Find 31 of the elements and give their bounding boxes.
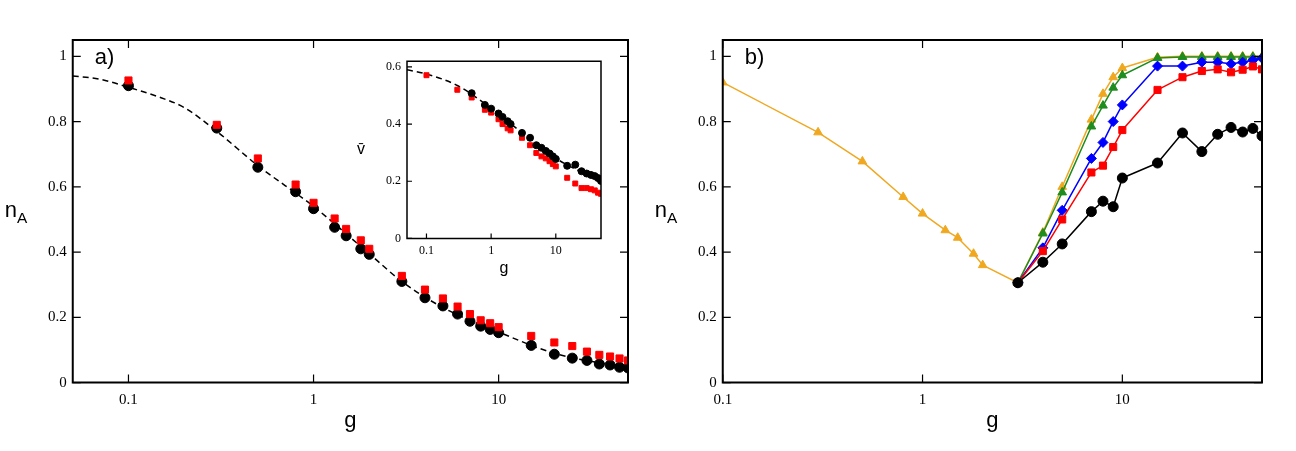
x-tick-label: 0.1 [119, 390, 138, 407]
y-tick-label: 0.4 [48, 243, 68, 260]
y-tick-label: 0.6 [48, 177, 68, 194]
x-tick-label: 10 [1114, 390, 1130, 407]
x-axis-title: g [499, 258, 509, 276]
y-tick-label: 0.2 [386, 173, 401, 188]
x-tick-label: 0.1 [418, 242, 434, 257]
annotation: a) [94, 44, 115, 70]
x-axis-title: g [344, 406, 357, 432]
y-tick-label: 0.8 [698, 112, 717, 129]
x-tick-label: 1 [918, 390, 927, 407]
y-tick-label: 0.8 [48, 112, 67, 129]
x-tick-label: 1 [309, 390, 318, 407]
x-tick-label: 0.1 [713, 390, 733, 407]
y-tick-label: 1 [709, 47, 717, 64]
y-tick-label: 0.4 [698, 243, 718, 260]
y-tick-label: 1 [59, 47, 67, 64]
x-axis-title: g [986, 406, 999, 432]
y-tick-label: 0.2 [698, 308, 717, 325]
y-tick-label: 0.6 [386, 59, 401, 74]
annotation: b) [744, 44, 765, 70]
y-tick-label: 0 [395, 230, 401, 245]
y-tick-label: 0 [709, 373, 717, 390]
y-axis-title: v̄ [357, 140, 365, 158]
y-tick-label: 0 [59, 373, 67, 390]
x-tick-label: 10 [549, 242, 562, 257]
y-tick-label: 0.2 [48, 308, 67, 325]
x-tick-label: 1 [488, 242, 495, 257]
y-tick-label: 0.6 [698, 177, 718, 194]
y-tick-label: 0.4 [386, 116, 401, 131]
x-tick-label: 10 [491, 390, 507, 407]
